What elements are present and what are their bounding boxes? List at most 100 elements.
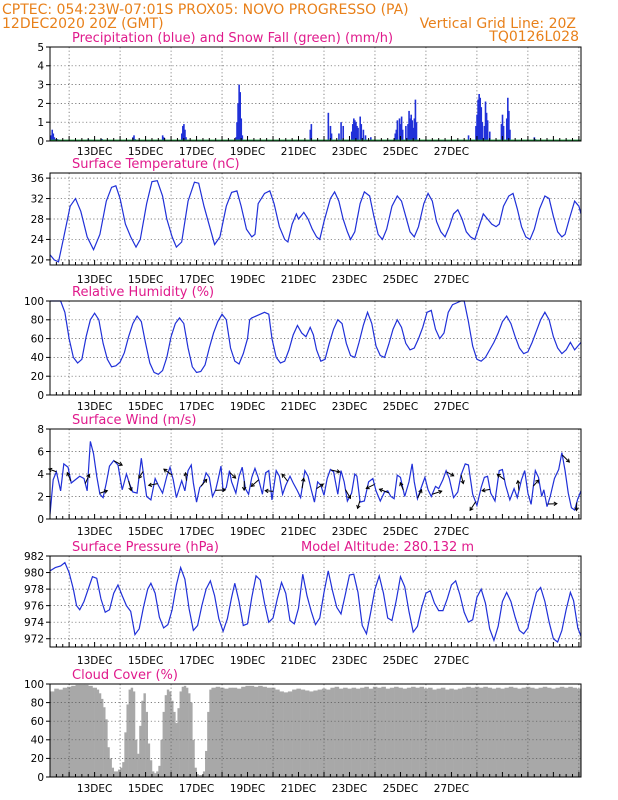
precip-bar — [162, 137, 165, 141]
wind-arrow — [365, 484, 375, 490]
precip-bar — [50, 135, 52, 141]
cloud-bar — [107, 747, 110, 777]
wind-arrow-shaft — [482, 488, 491, 492]
wind-arrow — [281, 473, 289, 482]
cloud-bar — [194, 767, 197, 777]
y-tick-label: 4 — [37, 61, 44, 73]
wind-arrow — [163, 468, 173, 476]
x-tick-label: 27DEC — [434, 401, 469, 413]
cloud-bar — [173, 711, 176, 777]
wind-arrow-head — [356, 504, 361, 510]
cloud-bar — [287, 691, 293, 777]
precip-bar — [182, 125, 184, 141]
precip-bar — [477, 99, 479, 141]
cloud-bar — [530, 687, 535, 777]
y-tick-label: 1 — [37, 117, 44, 129]
wind-arrow — [113, 460, 123, 466]
temperature-title: Surface Temperature (nC) — [72, 157, 240, 172]
y-tick-label: 0 — [37, 136, 44, 148]
cloud-bar — [292, 689, 297, 777]
cloud-bar — [71, 685, 76, 777]
cloud-bar — [124, 732, 127, 777]
cloud-bar — [381, 686, 386, 777]
wind-arrow — [533, 479, 540, 487]
x-tick-label: 23DEC — [332, 655, 367, 667]
cloud-bar — [415, 687, 420, 777]
wind-arrow — [561, 454, 571, 463]
wind-arrow — [446, 471, 455, 477]
precip-bar — [401, 129, 404, 141]
cloud-bar — [334, 686, 340, 777]
y-tick-label: 0 — [37, 390, 44, 402]
cloud-bar — [479, 687, 484, 777]
precip-bar — [359, 116, 361, 141]
precip-bar — [53, 137, 56, 141]
precip-bar — [507, 97, 509, 141]
cloud-bar — [423, 688, 429, 777]
run-datetime: 12DEC2020 20Z (GMT) — [2, 16, 164, 32]
cloud-bar — [360, 687, 365, 777]
wind-arrow-head — [418, 488, 423, 494]
wind-arrow-shaft — [561, 454, 570, 463]
wind-arrow-shaft — [432, 490, 442, 495]
cloud-bar — [162, 711, 165, 777]
cloud-bar — [377, 687, 382, 777]
precip-bar — [370, 137, 372, 141]
cloud-bar — [419, 686, 425, 777]
wind-line — [49, 441, 582, 515]
x-tick-label: 23DEC — [332, 783, 367, 795]
wind-arrow-head — [203, 478, 208, 483]
wind-arrow-shaft — [379, 488, 390, 494]
wind-arrow-shaft — [345, 489, 351, 499]
precip-bar — [327, 112, 330, 141]
cloud-bar — [54, 688, 59, 777]
wind-arrow — [264, 488, 274, 494]
x-tick-label: 15DEC — [128, 401, 163, 413]
cloud-bar — [487, 687, 493, 777]
wind-arrow — [345, 489, 352, 500]
cloud-bar — [351, 687, 357, 777]
precip-bar — [405, 125, 407, 141]
precip-bar — [508, 110, 510, 141]
x-tick-label: 15DEC — [128, 526, 163, 538]
precip-bar — [351, 124, 354, 141]
wind-arrow-head — [118, 461, 123, 466]
wind-arrow-shaft — [366, 484, 375, 489]
y-tick-label: 2 — [37, 98, 44, 110]
y-tick-label: 5 — [37, 42, 44, 54]
wind-arrow-head — [103, 489, 109, 494]
wind-arrow-shaft — [128, 480, 132, 491]
cloud-bar — [466, 686, 471, 777]
y-tick-label: 32 — [31, 193, 44, 205]
wind-title: Surface Wind (m/s) — [72, 413, 196, 428]
x-tick-label: 27DEC — [434, 783, 469, 795]
wind-arrow-shaft — [417, 489, 423, 499]
wind-arrow — [481, 488, 491, 493]
precip-bar — [475, 125, 477, 141]
precip-title: Precipitation (blue) and Snow Fall (gree… — [72, 31, 393, 46]
cloud-bar — [100, 698, 104, 777]
y-tick-label: 0 — [37, 514, 44, 526]
wind-arrow-head — [565, 458, 571, 463]
cloud-bar — [117, 769, 121, 777]
cloud-bar — [513, 687, 518, 777]
cloud-bar — [432, 689, 437, 777]
precip-bar — [481, 122, 484, 141]
precip-bar — [240, 118, 243, 141]
wind-arrow-head — [438, 489, 443, 495]
cloud-bar — [58, 689, 64, 777]
cloud-panel: 0 20 40 60 80 100 13DEC 15DEC 17DEC 19DEC 21DEC 23D… — [24, 668, 582, 795]
x-tick-label: 15DEC — [128, 783, 163, 795]
header: CPTEC: 054:23W-07:01S PROX05: NOVO PROGR… — [2, 2, 579, 45]
temperature-panel: 20 24 28 32 36 13DEC 15DEC 17DEC 19DEC 21DEC 23DEC… — [31, 157, 582, 286]
wind-arrow — [241, 481, 247, 492]
precip-bar — [185, 137, 187, 141]
cloud-bar — [179, 691, 182, 777]
humidity-title: Relative Humidity (%) — [72, 285, 214, 300]
x-tick-label: 17DEC — [179, 526, 214, 538]
cloud-bar — [120, 767, 123, 777]
wind-arrow — [84, 473, 91, 484]
y-tick-label: 36 — [31, 173, 45, 185]
precip-bar — [412, 127, 415, 141]
wind-arrow-head — [301, 477, 306, 482]
